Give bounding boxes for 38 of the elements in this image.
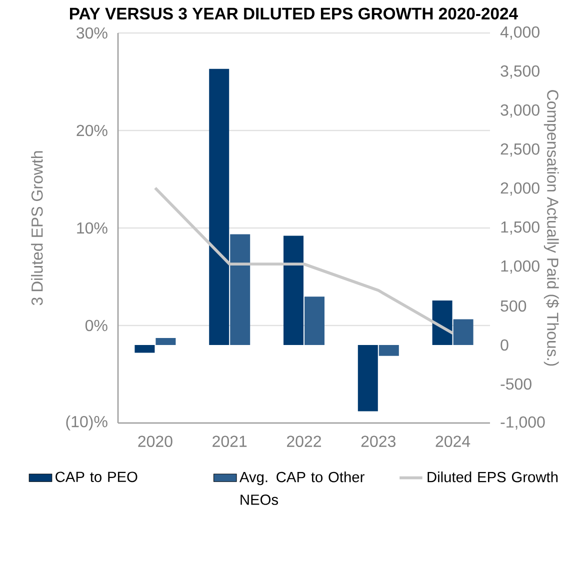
y2-tick-label: 1,000 [501, 260, 540, 274]
bar [230, 234, 250, 345]
legend-label: Avg. CAP to Other NEOs [239, 471, 364, 505]
bar [156, 338, 176, 345]
y2-tick-label: 0 [500, 339, 508, 351]
bar [358, 344, 378, 412]
y-axis-title: 3 Diluted EPS Growth [31, 151, 43, 306]
y2-tick-label: 1,500 [501, 221, 540, 235]
y-tick-label: 0% [85, 320, 108, 332]
y2-tick-label: 3,500 [500, 65, 540, 79]
chart-title: PAY VERSUS 3 YEAR DILUTED EPS GROWTH 2020-2024 [70, 8, 518, 20]
y2-tick-label: 4,000 [500, 26, 540, 40]
x-tick-label: 2022 [286, 436, 321, 448]
y-tick-label: 10% [77, 222, 108, 234]
y-tick-label: 30% [76, 27, 108, 39]
x-tick-label: 2021 [212, 436, 247, 448]
y-tick-label: 20% [76, 124, 108, 136]
y2-tick-label: -1,000 [500, 416, 545, 430]
y2-tick-label: 2,500 [500, 143, 540, 157]
bar [209, 68, 230, 345]
y2-tick-label: 2,000 [500, 182, 540, 196]
y-tick-label: (10)% [66, 416, 108, 430]
bar [284, 236, 304, 345]
bar [453, 319, 474, 345]
legend-label: Diluted EPS Growth [428, 471, 558, 482]
bar [432, 300, 452, 345]
y2-tick-label: 500 [500, 300, 526, 312]
x-tick-label: 2024 [436, 436, 470, 448]
y2-tick-label: -500 [500, 378, 532, 390]
bar [134, 344, 155, 353]
x-tick-label: 2020 [138, 436, 172, 448]
line-series [154, 186, 454, 335]
y2-axis-title: Compensation Actually Paid ($ Thous.) [544, 90, 560, 366]
bar [378, 344, 399, 356]
legend-label: CAP to PEO [56, 472, 138, 482]
y2-tick-label: 3,000 [500, 104, 540, 118]
bar [304, 296, 324, 345]
x-tick-label: 2023 [361, 436, 396, 448]
